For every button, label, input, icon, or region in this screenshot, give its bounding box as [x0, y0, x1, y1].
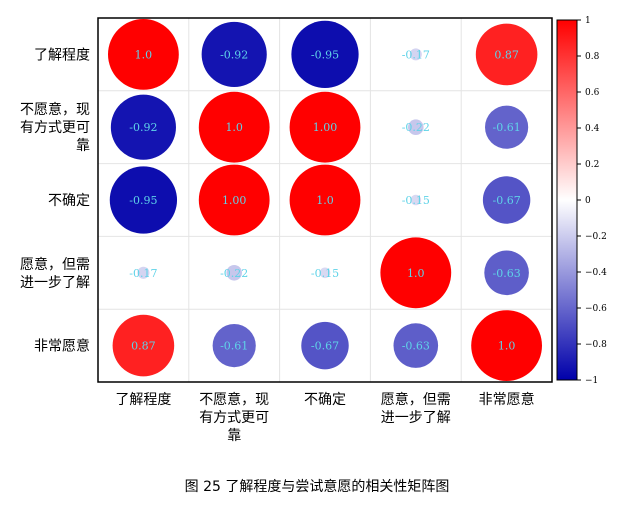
corr-circle-r2-c2 — [198, 91, 270, 163]
row-label-1-line-1: 了解程度 — [34, 47, 90, 63]
col-label-4-line-1: 愿意，但需 — [381, 391, 451, 408]
corr-circle-r5-c4 — [393, 323, 439, 368]
col-label-1: 了解程度 — [115, 392, 171, 408]
corr-value-label-r2-c3: 1.00 — [313, 121, 338, 134]
col-label-3: 不确定 — [304, 392, 346, 408]
corr-value-label-r4-c3: -0.15 — [311, 267, 339, 280]
corr-value-label-r5-c4: -0.63 — [402, 340, 430, 353]
corr-value-label-r3-c5: -0.67 — [492, 194, 520, 207]
col-label-5-line-1: 非常愿意 — [479, 391, 535, 408]
col-label-3-line-1: 不确定 — [304, 392, 346, 408]
corr-circle-r4-c2 — [226, 265, 242, 281]
row-label-3-line-1: 不确定 — [48, 193, 90, 209]
colorbar-tick-label-11: −1 — [585, 376, 598, 386]
colorbar-ticks: 1 0.8 0.6 0.4 0.2 0 −0.2 −0.4 −0.6 −0.8 −1 — [577, 16, 607, 386]
colorbar-tick-label-1: 1 — [585, 16, 591, 26]
corr-circle-r4-c5 — [484, 250, 529, 296]
row-label-4-line-2: 进一步了解 — [20, 275, 90, 291]
col-label-2-line-1: 不愿意，现 — [199, 391, 269, 408]
row-label-5: 非常愿意 — [34, 338, 90, 355]
row-label-1: 了解程度 — [34, 47, 90, 63]
row-label-2-line-1: 不愿意，现 — [20, 101, 90, 118]
corr-value-label-r4-c5: -0.63 — [492, 267, 520, 280]
corr-circle-r4-c4 — [380, 237, 452, 309]
corr-value-label-r5-c5: 1.0 — [498, 340, 516, 353]
colorbar-gradient — [556, 19, 578, 381]
corr-value-label-r4-c4: 1.0 — [407, 267, 425, 280]
corr-circle-r1-c3 — [291, 20, 359, 89]
col-label-2: 不愿意，现有方式更可靠 — [199, 391, 269, 444]
chart-svg: 1.0 -0.92 -0.95 -0.17 0.87-0.92 1.0 1.00 -0.22-… — [20, 16, 607, 444]
corr-value-label-r1-c2: -0.92 — [220, 48, 248, 61]
corr-value-label-r4-c2: -0.22 — [220, 267, 248, 280]
corr-circle-r3-c1 — [109, 166, 178, 234]
corr-circle-r2-c3 — [289, 91, 361, 163]
row-label-4: 愿意，但需进一步了解 — [20, 256, 90, 291]
col-label-2-line-3: 靠 — [227, 428, 241, 444]
corr-value-label-r5-c3: -0.67 — [311, 340, 339, 353]
col-label-1-line-1: 了解程度 — [115, 392, 171, 408]
corr-circle-r5-c3 — [301, 321, 349, 370]
corr-circle-r3-c3 — [289, 164, 361, 236]
row-label-3: 不确定 — [48, 193, 90, 209]
corr-value-label-r5-c2: -0.61 — [220, 340, 248, 353]
corr-value-label-r3-c3: 1.0 — [316, 194, 334, 207]
corr-value-label-r4-c1: -0.17 — [129, 267, 157, 280]
corr-circle-r1-c5 — [475, 23, 538, 86]
corr-value-label-r2-c4: -0.22 — [402, 121, 430, 134]
col-label-4: 愿意，但需进一步了解 — [381, 391, 451, 426]
figure-caption: 图 25 了解程度与尝试意愿的相关性矩阵图 — [184, 479, 450, 495]
colorbar-tick-label-7: −0.2 — [585, 232, 607, 242]
corr-circle-r1-c2 — [201, 21, 267, 87]
colorbar-tick-label-5: 0.2 — [585, 160, 599, 170]
colorbar-tick-label-9: −0.6 — [585, 304, 607, 314]
corr-circle-r2-c5 — [485, 105, 529, 149]
corr-value-label-r1-c5: 0.87 — [494, 48, 519, 61]
corr-circle-r2-c4 — [408, 119, 424, 135]
colorbar-tick-label-2: 0.8 — [585, 52, 600, 62]
colorbar — [556, 19, 578, 381]
corr-value-label-r2-c5: -0.61 — [492, 121, 520, 134]
corr-value-label-r1-c4: -0.17 — [402, 48, 430, 61]
corr-value-label-r3-c1: -0.95 — [129, 194, 157, 207]
corr-circle-r4-c1 — [137, 266, 150, 279]
row-label-5-line-1: 非常愿意 — [34, 338, 90, 355]
corr-circle-r3-c4 — [410, 194, 422, 206]
colorbar-tick-label-6: 0 — [585, 196, 591, 206]
corr-value-label-r3-c4: -0.15 — [402, 194, 430, 207]
col-label-2-line-2: 有方式更可 — [199, 410, 269, 426]
colorbar-tick-label-10: −0.8 — [585, 340, 607, 350]
row-label-2-line-2: 有方式更可 — [20, 120, 90, 136]
col-labels: 了解程度 不愿意，现有方式更可靠 不确定 愿意，但需进一步了解 非常愿意 — [115, 391, 534, 444]
corr-circle-r1-c1 — [107, 19, 179, 90]
corr-circle-r5-c5 — [471, 310, 542, 381]
corr-circle-r5-c1 — [112, 314, 175, 377]
corr-value-label-r1-c1: 1.0 — [135, 48, 153, 61]
col-label-5: 非常愿意 — [479, 391, 535, 408]
colorbar-tick-label-8: −0.4 — [585, 268, 607, 278]
corr-value-label-r1-c3: -0.95 — [311, 48, 339, 61]
row-label-2: 不愿意，现有方式更可靠 — [20, 101, 90, 154]
colorbar-tick-label-3: 0.6 — [585, 88, 600, 98]
corr-circle-r2-c1 — [110, 94, 176, 160]
row-label-2-line-3: 靠 — [76, 138, 90, 154]
corr-circle-r3-c2 — [198, 164, 270, 236]
grid-layer — [98, 18, 552, 382]
row-label-4-line-1: 愿意，但需 — [20, 256, 90, 273]
corr-value-label-r5-c1: 0.87 — [131, 340, 156, 353]
corr-circle-r5-c2 — [212, 324, 256, 368]
corr-circle-r1-c4 — [409, 48, 422, 61]
col-label-4-line-2: 进一步了解 — [381, 410, 451, 426]
corr-circle-r4-c3 — [319, 267, 331, 279]
corr-value-label-r2-c2: 1.0 — [225, 121, 243, 134]
corr-value-label-r3-c2: 1.00 — [222, 194, 247, 207]
cells-layer: 1.0 -0.92 -0.95 -0.17 0.87 -0.92 1.0 1.00 -0.22 -… — [107, 19, 542, 381]
plot-frame — [97, 17, 553, 383]
colorbar-tick-label-4: 0.4 — [585, 124, 600, 134]
corr-circle-r3-c5 — [482, 176, 531, 224]
corr-value-label-r2-c1: -0.92 — [129, 121, 157, 134]
